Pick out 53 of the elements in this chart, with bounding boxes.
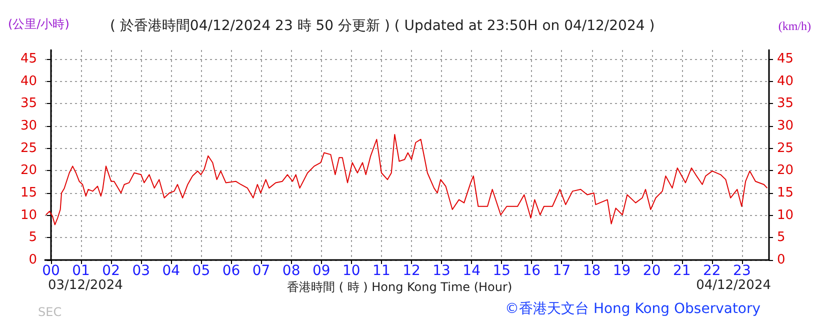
y-tick-label: 10 xyxy=(20,208,37,223)
y2-tick-label: 40 xyxy=(777,74,794,89)
y2-tick-label: 20 xyxy=(777,163,794,178)
x-axis-title: 香港時間 ( 時 ) Hong Kong Time (Hour) xyxy=(287,280,512,294)
x-tick-label: 06 xyxy=(222,263,240,279)
x-tick-label: 21 xyxy=(672,263,691,279)
x-tick-label: 07 xyxy=(252,263,270,279)
y2-tick-label: 15 xyxy=(777,185,794,200)
line-series xyxy=(45,134,768,226)
x-tick-label: 17 xyxy=(552,263,571,279)
y-tick-label: 45 xyxy=(20,51,37,66)
y-tick-label: 35 xyxy=(20,96,37,112)
x-tick-label: 16 xyxy=(522,263,541,279)
x-tick-label: 22 xyxy=(703,263,721,279)
x-tick-label: 00 xyxy=(42,263,60,279)
y2-tick-label: 35 xyxy=(777,96,794,112)
y-tick-label: 5 xyxy=(28,230,37,246)
x-tick-label: 20 xyxy=(642,263,661,279)
chart-title: ( 於香港時間04/12/2024 23 時 50 分更新 ) ( Updated at 23:50H on 04/12/2024 ) xyxy=(110,18,655,34)
x-tick-label: 13 xyxy=(432,263,450,279)
y2-tick-label: 0 xyxy=(777,252,786,268)
x-tick-label: 03 xyxy=(132,263,150,279)
text: 04/12/2024 xyxy=(696,278,772,293)
x-tick-label: 01 xyxy=(72,263,90,279)
y-axis-title: (公里/小時) xyxy=(8,17,70,31)
text: SEC xyxy=(38,305,62,319)
y-tick-label: 20 xyxy=(20,163,37,178)
y2-tick-label: 10 xyxy=(777,208,794,223)
y-tick-label: 40 xyxy=(20,74,37,89)
text: ©香港天文台 Hong Kong Observatory xyxy=(505,301,761,317)
x-tick-label: 08 xyxy=(282,263,300,279)
x-tick-label: 10 xyxy=(342,263,360,279)
x-tick-label: 19 xyxy=(612,263,631,279)
y-tick-label: 0 xyxy=(28,252,37,268)
x-tick-label: 23 xyxy=(733,263,751,279)
x-tick-label: 18 xyxy=(582,263,601,279)
x-tick-label: 15 xyxy=(492,263,511,279)
x-tick-label: 05 xyxy=(192,263,210,279)
x-tick-label: 04 xyxy=(162,263,180,279)
y2-axis-title: (km/h) xyxy=(778,19,812,33)
y-tick-label: 15 xyxy=(20,185,37,200)
x-tick-label: 14 xyxy=(462,263,481,279)
x-tick-label: 12 xyxy=(402,263,420,279)
text: 03/12/2024 xyxy=(48,278,123,293)
x-tick-label: 02 xyxy=(102,263,120,279)
y-tick-label: 25 xyxy=(20,140,37,156)
y2-tick-label: 45 xyxy=(777,51,794,66)
y-tick-label: 30 xyxy=(20,118,37,134)
y2-tick-label: 5 xyxy=(777,230,786,246)
x-tick-label: 11 xyxy=(372,263,390,279)
y2-tick-label: 25 xyxy=(777,140,794,156)
y2-tick-label: 30 xyxy=(777,118,794,134)
x-tick-label: 09 xyxy=(312,263,330,279)
